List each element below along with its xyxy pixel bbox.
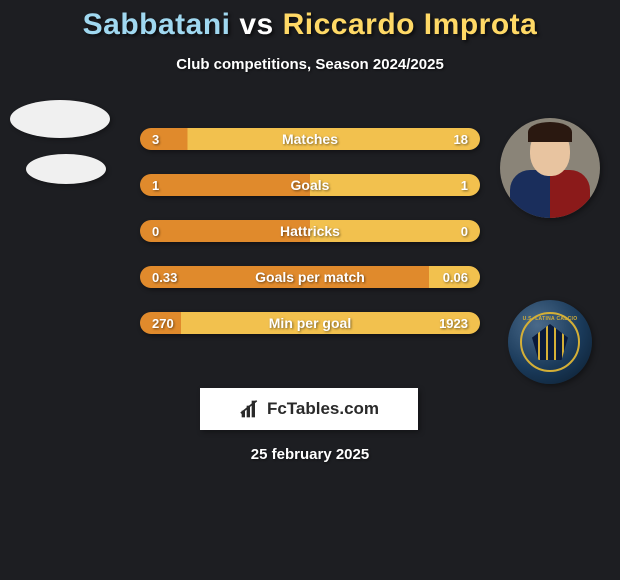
stat-value-right: 0	[461, 224, 468, 239]
stat-label: Min per goal	[140, 315, 480, 331]
stat-value-right: 1	[461, 178, 468, 193]
stat-value-left: 270	[152, 316, 174, 331]
player1-avatar	[10, 100, 110, 184]
page-title: Sabbatani vs Riccardo Improta	[0, 0, 620, 42]
stat-value-right: 1923	[439, 316, 468, 331]
club-shield-icon	[532, 324, 568, 360]
title-player2: Riccardo Improta	[283, 8, 538, 41]
logo-text: FcTables.com	[267, 399, 379, 419]
site-logo: FcTables.com	[200, 388, 418, 430]
avatar-placeholder-icon	[10, 100, 110, 138]
title-player1: Sabbatani	[83, 8, 231, 41]
stat-label: Goals	[140, 177, 480, 193]
club-placeholder-icon	[26, 154, 106, 184]
stat-row: 0Hattricks0	[140, 220, 480, 242]
stat-label: Goals per match	[140, 269, 480, 285]
stats-bars: 3Matches18 1Goals1 0Hattricks0 0.33Goals pe…	[140, 128, 480, 358]
bar-chart-icon	[239, 399, 261, 419]
stat-row: 270Min per goal1923	[140, 312, 480, 334]
stat-value-right: 0.06	[443, 270, 468, 285]
comparison-card: Sabbatani vs Riccardo Improta Club compe…	[0, 0, 620, 580]
player2-club-badge: U.S. LATINA CALCIO	[508, 300, 592, 384]
player-photo	[500, 118, 600, 218]
stat-value-left: 1	[152, 178, 159, 193]
stat-value-left: 0.33	[152, 270, 177, 285]
stat-row: 0.33Goals per match0.06	[140, 266, 480, 288]
stat-row: 3Matches18	[140, 128, 480, 150]
date-label: 25 february 2025	[0, 446, 620, 463]
stat-value-left: 0	[152, 224, 159, 239]
title-vs: vs	[239, 8, 273, 41]
club-badge-text: U.S. LATINA CALCIO	[522, 316, 578, 322]
stat-label: Hattricks	[140, 223, 480, 239]
stat-label: Matches	[140, 131, 480, 147]
player2-avatar	[500, 118, 600, 218]
subtitle: Club competitions, Season 2024/2025	[0, 56, 620, 73]
stat-row: 1Goals1	[140, 174, 480, 196]
stat-value-left: 3	[152, 132, 159, 147]
stat-value-right: 18	[454, 132, 468, 147]
